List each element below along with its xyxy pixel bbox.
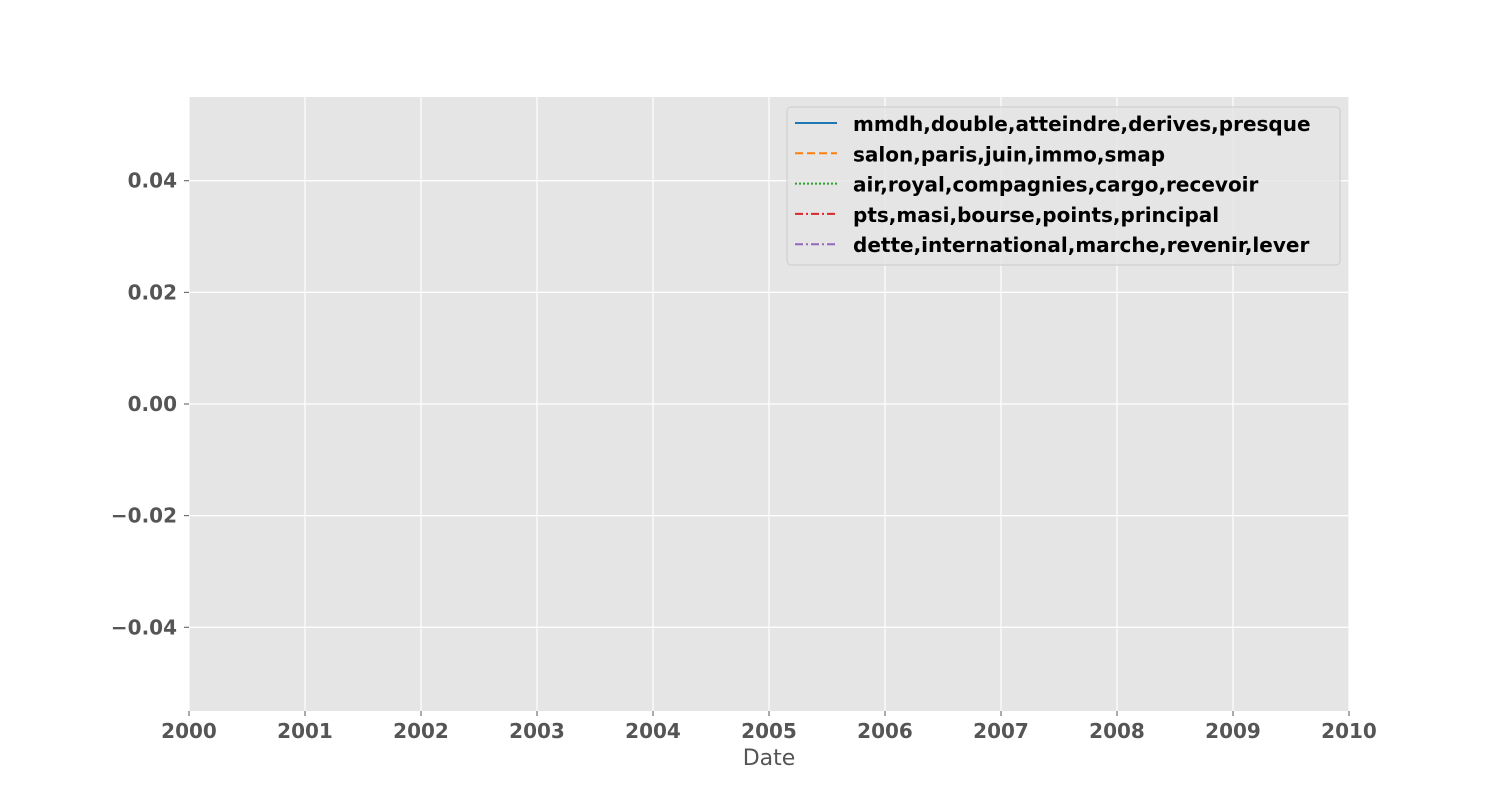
- legend-label: air,royal,compagnies,cargo,recevoir: [853, 173, 1259, 197]
- x-tick-label: 2008: [1089, 719, 1145, 743]
- y-tick-label: −0.04: [111, 615, 177, 639]
- legend-label: mmdh,double,atteindre,derives,presque: [853, 112, 1311, 136]
- x-tick-label: 2002: [393, 719, 449, 743]
- x-tick-label: 2006: [857, 719, 913, 743]
- legend-label: pts,masi,bourse,points,principal: [853, 203, 1219, 227]
- legend-label: dette,international,marche,revenir,lever: [853, 233, 1309, 257]
- x-axis: 2000 2001 2002 2003 2004 2005 2006 2007 2008 2009…: [161, 711, 1377, 743]
- y-tick-label: 0.00: [128, 392, 177, 416]
- y-axis: −0.04 −0.02 0.00 0.02 0.04: [111, 169, 189, 639]
- legend-label: salon,paris,juin,immo,smap: [853, 142, 1165, 166]
- x-tick-label: 2010: [1321, 719, 1377, 743]
- x-tick-label: 2004: [625, 719, 681, 743]
- x-tick-label: 2007: [973, 719, 1029, 743]
- x-axis-label: Date: [743, 746, 796, 771]
- x-tick-label: 2001: [277, 719, 333, 743]
- x-tick-label: 2003: [509, 719, 565, 743]
- y-tick-label: −0.02: [111, 504, 177, 528]
- y-tick-label: 0.02: [128, 280, 177, 304]
- legend: mmdh,double,atteindre,derives,presque sal…: [786, 106, 1341, 266]
- x-tick-label: 2005: [741, 719, 797, 743]
- legend-box: [786, 106, 1341, 266]
- x-tick-label: 2000: [161, 719, 217, 743]
- y-tick-label: 0.04: [128, 169, 177, 193]
- x-tick-label: 2009: [1205, 719, 1261, 743]
